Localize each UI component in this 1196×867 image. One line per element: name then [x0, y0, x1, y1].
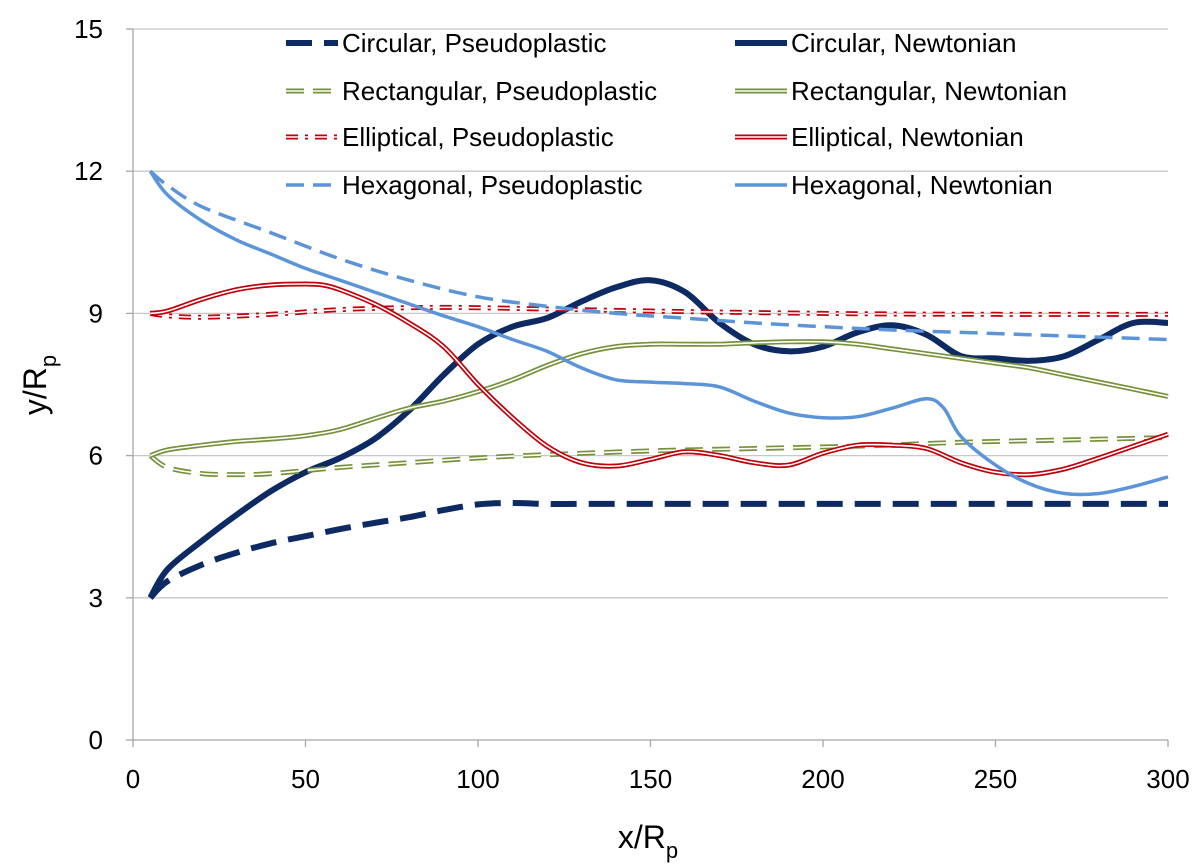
- series-line-elliptical-pseudoplastic: [150, 307, 1168, 317]
- x-tick-label: 200: [801, 764, 844, 794]
- series-elliptical-pseudoplastic: [150, 307, 1168, 317]
- y-tick-label: 9: [89, 298, 103, 328]
- line-chart: 0 3 6 9 12 15 0 50 100 150 200 250 300 Circular, Ps…: [0, 0, 1196, 867]
- legend-label: Elliptical, Newtonian: [791, 122, 1024, 152]
- x-tick-label: 300: [1146, 764, 1189, 794]
- y-tick-label: 15: [74, 14, 103, 44]
- x-tick-label: 0: [126, 764, 140, 794]
- legend-entry-hexagonal-newtonian: Hexagonal, Newtonian: [735, 170, 1053, 200]
- series-line-circular-pseudoplastic: [150, 503, 1168, 598]
- legend-label: Hexagonal, Newtonian: [791, 170, 1053, 200]
- legend-entry-elliptical-newtonian: Elliptical, Newtonian: [735, 122, 1024, 152]
- legend-label: Circular, Newtonian: [791, 28, 1016, 58]
- legend-entry-circular-pseudoplastic: Circular, Pseudoplastic: [286, 28, 606, 58]
- x-axis-title: x/Rp: [618, 819, 678, 863]
- legend-entry-elliptical-pseudoplastic: Elliptical, Pseudoplastic: [286, 122, 614, 152]
- y-tick-label: 3: [89, 583, 103, 613]
- y-tick-label: 0: [89, 725, 103, 755]
- legend-entry-hexagonal-pseudoplastic: Hexagonal, Pseudoplastic: [286, 170, 643, 200]
- x-tick-label: 250: [974, 764, 1017, 794]
- y-axis-title: y/Rp: [17, 355, 61, 415]
- x-tick-label: 100: [456, 764, 499, 794]
- legend-label: Elliptical, Pseudoplastic: [342, 122, 614, 152]
- series-circular-pseudoplastic: [150, 503, 1168, 598]
- y-tick-labels: 0 3 6 9 12 15: [74, 14, 103, 755]
- legend-entry-circular-newtonian: Circular, Newtonian: [735, 28, 1016, 58]
- legend-label: Rectangular, Newtonian: [791, 76, 1067, 106]
- x-tick-label: 150: [629, 764, 672, 794]
- x-tick-labels: 0 50 100 150 200 250 300: [126, 764, 1190, 794]
- y-tick-label: 12: [74, 156, 103, 186]
- x-tick-label: 50: [291, 764, 320, 794]
- legend-entry-rectangular-newtonian: Rectangular, Newtonian: [735, 76, 1067, 106]
- legend-label: Circular, Pseudoplastic: [342, 28, 606, 58]
- legend: Circular, Pseudoplastic Circular, Newtoni…: [286, 28, 1067, 200]
- legend-label: Rectangular, Pseudoplastic: [342, 76, 657, 106]
- y-tick-label: 6: [89, 441, 103, 471]
- plot-area: [150, 171, 1168, 598]
- legend-entry-rectangular-pseudoplastic: Rectangular, Pseudoplastic: [286, 76, 657, 106]
- legend-label: Hexagonal, Pseudoplastic: [342, 170, 643, 200]
